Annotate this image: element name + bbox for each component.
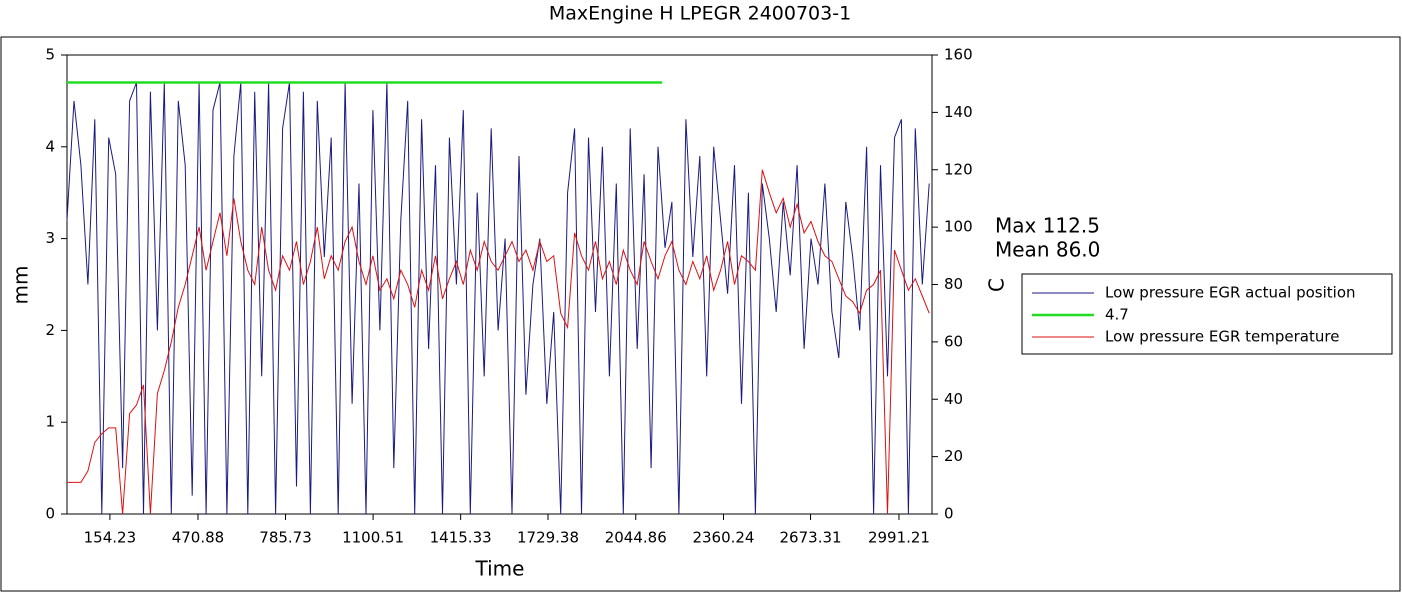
x-tick-label: 154.23 bbox=[84, 529, 137, 547]
x-tick-label: 2360.24 bbox=[692, 529, 754, 547]
y2-tick-label: 40 bbox=[944, 390, 963, 408]
y2-tick-label: 100 bbox=[944, 218, 973, 236]
series-line bbox=[67, 169, 930, 515]
y-tick-label: 3 bbox=[45, 229, 55, 247]
frame bbox=[0, 36, 1401, 592]
y2-tick-label: 160 bbox=[944, 46, 973, 64]
y2-tick-label: 140 bbox=[944, 103, 973, 121]
y-tick-label: 1 bbox=[45, 413, 55, 431]
y2-tick-label: 80 bbox=[944, 275, 963, 293]
y2-tick-label: 20 bbox=[944, 447, 963, 465]
annotation: Max 112.5 bbox=[995, 214, 1100, 238]
x-tick-label: 2991.21 bbox=[868, 529, 930, 547]
y2-tick-label: 60 bbox=[944, 332, 963, 350]
x-tick-label: 785.73 bbox=[259, 529, 312, 547]
x-tick-label: 470.88 bbox=[172, 529, 225, 547]
y2-axis-label: C bbox=[985, 278, 1009, 292]
x-tick-label: 2044.86 bbox=[605, 529, 667, 547]
x-tick-label: 1415.33 bbox=[430, 529, 492, 547]
legend-label: Low pressure EGR actual position bbox=[1105, 284, 1356, 302]
x-axis-label: Time bbox=[475, 557, 525, 581]
y-tick-label: 5 bbox=[45, 46, 55, 64]
legend-label: Low pressure EGR temperature bbox=[1105, 328, 1339, 346]
plot-area bbox=[66, 54, 933, 515]
annotation: Mean 86.0 bbox=[995, 238, 1100, 262]
chart-title: MaxEngine H LPEGR 2400703-1 bbox=[549, 3, 851, 25]
y-tick-label: 0 bbox=[45, 505, 55, 523]
y2-tick-label: 120 bbox=[944, 160, 973, 178]
series-line bbox=[66, 82, 930, 515]
x-tick-label: 1729.38 bbox=[517, 529, 579, 547]
y-tick-label: 2 bbox=[45, 321, 55, 339]
legend-label: 4.7 bbox=[1105, 306, 1129, 324]
x-tick-label: 1100.51 bbox=[342, 529, 404, 547]
x-tick-label: 2673.31 bbox=[780, 529, 842, 547]
y2-tick-label: 0 bbox=[944, 505, 954, 523]
y-tick-label: 4 bbox=[45, 137, 55, 155]
y-axis-label: mm bbox=[9, 266, 33, 305]
